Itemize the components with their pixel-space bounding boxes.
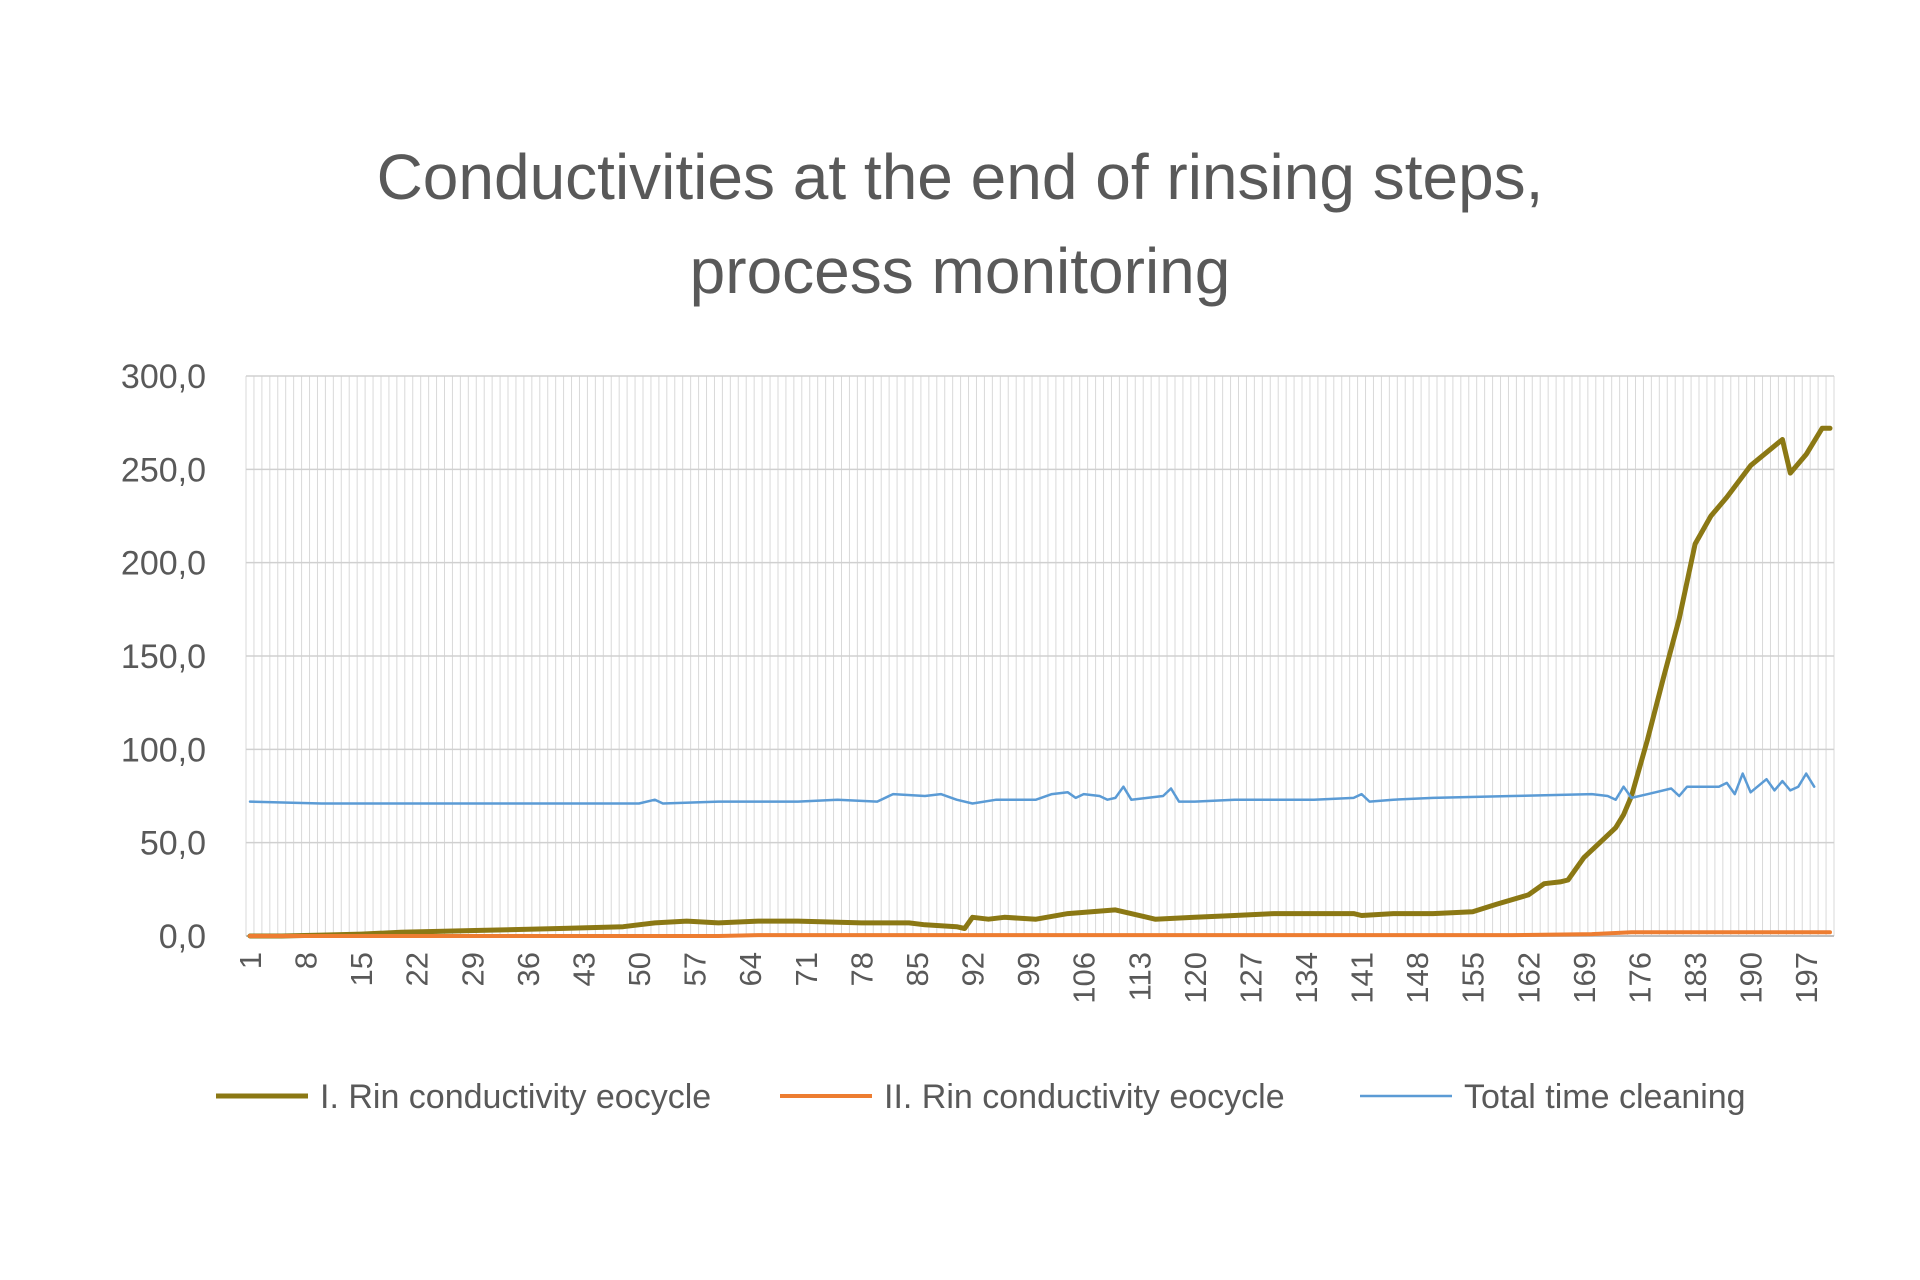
chart-title: Conductivities at the end of rinsing ste… [0, 130, 1920, 318]
x-tick-label: 85 [900, 952, 935, 986]
y-tick-labels: 0,0 50,0 100,0 150,0 200,0 250,0 300,0 [121, 358, 206, 956]
series-line-3 [248, 772, 1816, 805]
y-tick-label: 0,0 [159, 918, 206, 956]
y-tick-label: 100,0 [121, 731, 206, 769]
x-tick-label: 148 [1400, 952, 1435, 1004]
x-tick-label: 141 [1345, 952, 1380, 1004]
x-tick-label: 57 [678, 952, 713, 986]
x-tick-label: 190 [1734, 952, 1769, 1004]
x-tick-label: 43 [566, 952, 601, 986]
legend-label-1: I. Rin conductivity eocycle [320, 1078, 711, 1116]
x-tick-label: 8 [289, 952, 324, 969]
x-tick-label: 169 [1567, 952, 1602, 1004]
chart-title-line-2: process monitoring [689, 235, 1231, 307]
y-tick-label: 50,0 [140, 825, 206, 863]
x-tick-label: 155 [1456, 952, 1491, 1004]
chart-title-line-1: Conductivities at the end of rinsing ste… [376, 141, 1544, 213]
x-tick-label: 197 [1789, 952, 1824, 1004]
series-lines [247, 425, 1833, 939]
x-tick-label: 15 [344, 952, 379, 986]
x-tick-label: 162 [1511, 952, 1546, 1004]
x-tick-label: 113 [1122, 952, 1157, 1001]
legend: I. Rin conductivity eocycle II. Rin condu… [216, 1078, 1746, 1116]
x-tick-label: 36 [511, 952, 546, 986]
x-tick-label: 120 [1178, 952, 1213, 1004]
y-tick-label: 150,0 [121, 638, 206, 676]
legend-label-3: Total time cleaning [1464, 1078, 1746, 1116]
x-tick-label: 78 [844, 952, 879, 986]
y-tick-label: 250,0 [121, 451, 206, 489]
x-tick-label: 99 [1011, 952, 1046, 986]
x-tick-label: 127 [1233, 952, 1268, 1004]
x-tick-labels: 1 8 15 22 29 36 43 50 57 64 71 78 85 92 99 106 113 120 127… [233, 952, 1824, 1004]
gridlines [245, 375, 1835, 937]
x-tick-label: 22 [400, 952, 435, 986]
x-tick-label: 92 [956, 952, 991, 986]
x-tick-label: 176 [1622, 952, 1657, 1004]
x-tick-label: 50 [622, 952, 657, 986]
x-tick-label: 134 [1289, 952, 1324, 1004]
y-tick-label: 200,0 [121, 545, 206, 583]
x-tick-label: 64 [733, 952, 768, 986]
series-line-2 [248, 930, 1832, 938]
series-line-1 [247, 425, 1833, 939]
y-tick-label: 300,0 [121, 358, 206, 396]
x-tick-label: 183 [1678, 952, 1713, 1004]
legend-label-2: II. Rin conductivity eocycle [884, 1078, 1285, 1116]
x-tick-label: 106 [1067, 952, 1102, 1004]
x-tick-label: 71 [789, 952, 824, 986]
x-tick-label: 29 [455, 952, 490, 986]
x-tick-label: 1 [233, 952, 268, 969]
